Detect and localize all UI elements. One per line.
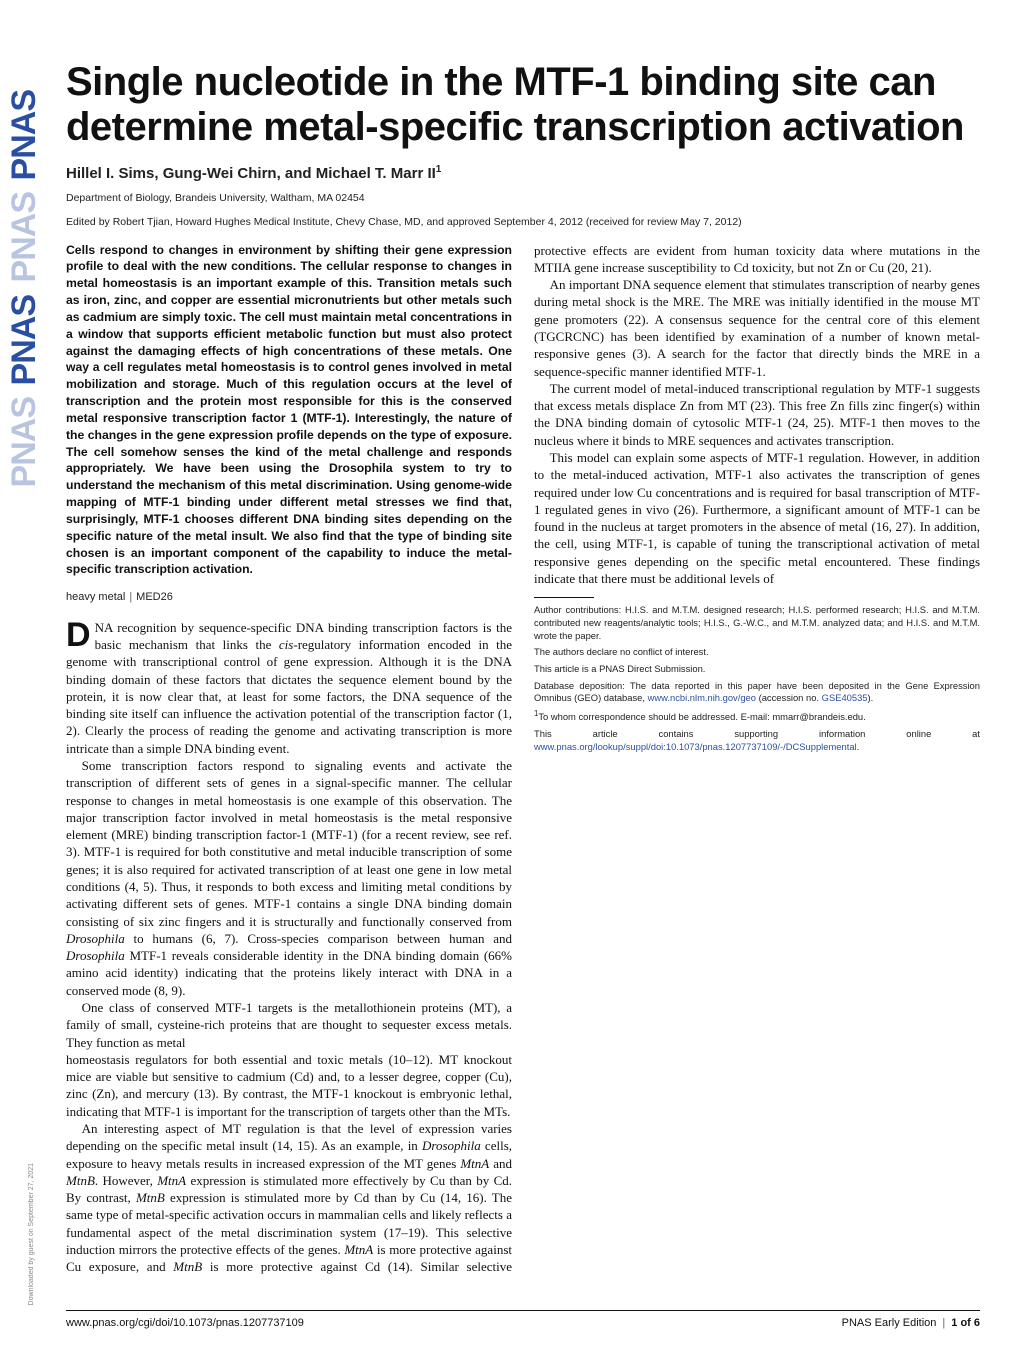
footnote-contrib: Author contributions: H.I.S. and M.T.M. … (534, 604, 980, 642)
footnote-db-c: ). (868, 692, 874, 703)
edited-by: Edited by Robert Tjian, Howard Hughes Me… (66, 216, 980, 228)
author-line: Hillel I. Sims, Gung-Wei Chirn, and Mich… (66, 164, 980, 182)
body-p5f: MtnB (66, 1173, 95, 1188)
body-p2c: to humans (6, 7). Cross-species comparis… (125, 931, 512, 946)
keywords: heavy metal | MED26 (66, 590, 512, 605)
two-column-body: Cells respond to changes in environment … (66, 242, 980, 1306)
footnote-corr-text: To whom correspondence should be address… (538, 711, 865, 722)
footnote-si-b: . (857, 741, 860, 752)
footer-sep: | (942, 1317, 945, 1329)
body-p7: The current model of metal-induced trans… (534, 380, 980, 449)
accession-link[interactable]: GSE40535 (822, 692, 868, 703)
page-content: Single nucleotide in the MTF-1 binding s… (66, 60, 980, 1306)
footnotes: Author contributions: H.I.S. and M.T.M. … (534, 604, 980, 753)
keyword-2: MED26 (136, 591, 173, 603)
body-p2b: Drosophila (66, 931, 125, 946)
download-note: Downloaded by guest on September 27, 202… (28, 1163, 35, 1305)
body-p5d: MtnA (460, 1156, 489, 1171)
body-p1c: -regulatory information encoded in the g… (66, 637, 512, 756)
footer-page: 1 of 6 (951, 1317, 980, 1329)
footer-edition: PNAS Early Edition (842, 1317, 937, 1329)
footnote-si: This article contains supporting informa… (534, 728, 980, 753)
pnas-logo: PNAS (9, 90, 40, 180)
footnote-db: Database deposition: The data reported i… (534, 680, 980, 705)
body-p1b: cis (279, 637, 293, 652)
abstract: Cells respond to changes in environment … (66, 242, 512, 579)
pnas-logo-2: PNAS (9, 295, 40, 385)
body-p2e: MTF-1 reveals considerable identity in t… (66, 948, 512, 998)
si-link[interactable]: www.pnas.org/lookup/suppl/doi:10.1073/pn… (534, 741, 857, 752)
body-p2d: Drosophila (66, 948, 125, 963)
footnote-db-b: (accession no. (756, 692, 822, 703)
journal-sidebar: PNAS PNAS PNAS PNAS Downloaded by guest … (0, 0, 48, 1365)
footnote-direct: This article is a PNAS Direct Submission… (534, 663, 980, 676)
author-sup: 1 (436, 164, 442, 175)
dropcap: D (66, 619, 95, 650)
article-title: Single nucleotide in the MTF-1 binding s… (66, 60, 980, 150)
body-p2: Some transcription factors respond to si… (66, 757, 512, 999)
keyword-sep: | (129, 591, 132, 603)
footnote-si-a: This article contains supporting informa… (534, 728, 980, 739)
body-p2a: Some transcription factors respond to si… (66, 758, 512, 929)
body-p5g: . However, (95, 1173, 157, 1188)
body-p5e: and (489, 1156, 512, 1171)
footer-doi: www.pnas.org/cgi/doi/10.1073/pnas.120773… (66, 1317, 304, 1329)
authors-text: Hillel I. Sims, Gung-Wei Chirn, and Mich… (66, 165, 436, 182)
pnas-logo-ghost-1: PNAS (9, 192, 40, 282)
footnote-corr: 1To whom correspondence should be addres… (534, 709, 980, 724)
footnote-rule (534, 597, 594, 598)
body-p4: homeostasis regulators for both essentia… (66, 1051, 512, 1120)
body-p8: This model can explain some aspects of M… (534, 449, 980, 587)
geo-link[interactable]: www.ncbi.nlm.nih.gov/geo (648, 692, 756, 703)
body-p5h: MtnA (157, 1173, 186, 1188)
footnote-coi: The authors declare no conflict of inter… (534, 646, 980, 659)
body-p5l: MtnA (344, 1242, 373, 1257)
body-p6: An important DNA sequence element that s… (534, 276, 980, 380)
body-p5n: MtnB (173, 1259, 202, 1274)
footer-right: PNAS Early Edition | 1 of 6 (842, 1317, 980, 1329)
body-p3: One class of conserved MTF-1 targets is … (66, 999, 512, 1051)
affiliation: Department of Biology, Brandeis Universi… (66, 192, 980, 204)
body-p5j: MtnB (136, 1190, 165, 1205)
body-p5b: Drosophila (422, 1138, 481, 1153)
body-p1: DNA recognition by sequence-specific DNA… (66, 619, 512, 757)
page-footer: www.pnas.org/cgi/doi/10.1073/pnas.120773… (66, 1310, 980, 1329)
pnas-logo-ghost-2: PNAS (9, 397, 40, 487)
keyword-1: heavy metal (66, 591, 125, 603)
